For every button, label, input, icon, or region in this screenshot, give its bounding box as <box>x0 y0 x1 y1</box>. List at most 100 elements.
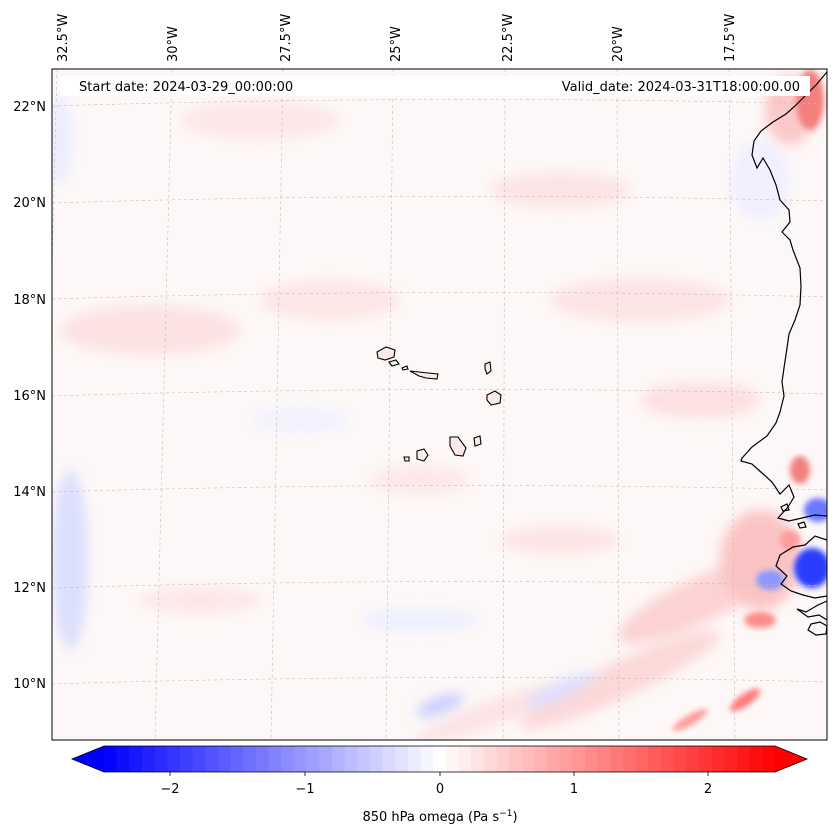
colorbar-segment <box>534 746 548 772</box>
colorbar-segment <box>154 746 168 772</box>
colorbar-max-extend <box>775 746 807 772</box>
colorbar-segment <box>762 746 776 772</box>
lat-label-22n: 22°N <box>13 100 46 115</box>
island-fogo <box>416 448 429 462</box>
colorbar-segment <box>547 746 561 772</box>
colorbar-segment <box>331 746 346 772</box>
lon-label-17-5w: 17.5°W <box>723 14 738 62</box>
island-maio <box>473 435 482 447</box>
colorbar-segment <box>129 746 143 772</box>
lon-label-20w: 20°W <box>611 26 626 62</box>
colorbar-segment <box>749 746 763 772</box>
colorbar-segment <box>711 746 725 772</box>
parallel-16n <box>52 389 827 397</box>
lon-label-25w: 25°W <box>389 26 404 62</box>
colorbar-segment <box>357 746 371 772</box>
lon-label-22-5w: 22.5°W <box>501 14 516 62</box>
latitude-labels: 22°N 20°N 18°N 16°N 14°N 12°N 10°N <box>13 100 46 692</box>
coastline-guinea-bissau <box>775 535 827 599</box>
colorbar-segment <box>407 746 422 772</box>
colorbar-segment <box>648 746 662 772</box>
colorbar-segments <box>104 746 776 772</box>
lat-label-18n: 18°N <box>13 293 46 308</box>
colorbar-segment <box>509 746 523 772</box>
colorbar-segment <box>268 746 282 772</box>
colorbar-segment <box>306 746 320 772</box>
colorbar-segment <box>319 746 333 772</box>
colorbar-segment <box>737 746 751 772</box>
colorbar-segment <box>141 746 156 772</box>
colorbar-tick-neg1: −1 <box>295 782 314 797</box>
colorbar-tick-2: 2 <box>704 782 712 797</box>
colorbar-segment <box>116 746 130 772</box>
colorbar-segment <box>369 746 384 772</box>
colorbar: −2 −1 0 1 2 850 hPa omega (Pa s−1) <box>70 745 809 825</box>
map-panel[interactable]: Start date: 2024-03-29_00:00:00 Valid_da… <box>40 69 832 752</box>
lat-label-14n: 14°N <box>13 485 46 500</box>
colorbar-segment <box>395 746 409 772</box>
colorbar-tick-0: 0 <box>436 782 444 797</box>
island-bijagos <box>780 503 807 529</box>
colorbar-segment <box>585 746 599 772</box>
valid-date-label: Valid_date: 2024-03-31T18:00:00.00 <box>562 80 800 95</box>
meridian-30w <box>154 69 173 740</box>
meridian-27-5w <box>270 69 284 740</box>
colorbar-segment <box>458 746 472 772</box>
colorbar-tick-neg2: −2 <box>160 782 179 797</box>
colorbar-segment <box>623 746 637 772</box>
colorbar-segment <box>205 746 219 772</box>
cape-verde-islands <box>376 346 502 462</box>
colorbar-segment <box>281 746 295 772</box>
island-sao-nicolau <box>409 370 439 380</box>
colorbar-segment <box>217 746 232 772</box>
lat-label-16n: 16°N <box>13 389 46 404</box>
island-sal <box>484 361 492 375</box>
island-santiago <box>449 436 467 457</box>
colorbar-segment <box>344 746 358 772</box>
colorbar-segment <box>104 746 118 772</box>
meridian-25w <box>385 69 394 740</box>
colorbar-segment <box>661 746 675 772</box>
lat-label-12n: 12°N <box>13 581 46 596</box>
meridian-22-5w <box>502 69 506 740</box>
colorbar-segment <box>382 746 396 772</box>
colorbar-segment <box>597 746 612 772</box>
lat-label-10n: 10°N <box>13 677 46 692</box>
lon-label-32-5w: 32.5°W <box>56 14 71 62</box>
island-santo-antao <box>376 346 396 361</box>
colorbar-segment <box>243 746 257 772</box>
colorbar-segment <box>673 746 687 772</box>
colorbar-segment <box>255 746 270 772</box>
parallel-10n <box>52 677 827 685</box>
meridian-20w <box>616 69 620 740</box>
coastline-north <box>740 71 827 522</box>
colorbar-outline <box>70 745 809 773</box>
colorbar-segment <box>293 746 308 772</box>
coastline <box>740 71 827 636</box>
colorbar-segment <box>167 746 181 772</box>
colorbar-segment <box>483 746 498 772</box>
colorbar-segment <box>686 746 700 772</box>
colorbar-segment <box>724 746 738 772</box>
colorbar-min-extend <box>72 746 104 772</box>
parallel-14n <box>52 485 827 493</box>
graticule <box>52 69 827 740</box>
colorbar-segment <box>699 746 713 772</box>
meridian-17-5w <box>728 69 736 740</box>
lon-label-27-5w: 27.5°W <box>279 14 294 62</box>
island-santa-luzia <box>401 365 409 371</box>
parallel-22n <box>52 99 827 107</box>
island-sao-vicente <box>388 359 400 367</box>
colorbar-segment <box>445 746 460 772</box>
parallel-20n <box>52 196 827 204</box>
start-date-label: Start date: 2024-03-29_00:00:00 <box>79 80 293 95</box>
lat-label-20n: 20°N <box>13 196 46 211</box>
colorbar-segment <box>471 746 485 772</box>
colorbar-label: 850 hPa omega (Pa s−1) <box>362 809 517 825</box>
colorbar-segment <box>420 746 434 772</box>
colorbar-ticks <box>169 772 709 776</box>
colorbar-segment <box>192 746 206 772</box>
colorbar-segment <box>433 746 447 772</box>
date-header-background <box>60 76 810 96</box>
